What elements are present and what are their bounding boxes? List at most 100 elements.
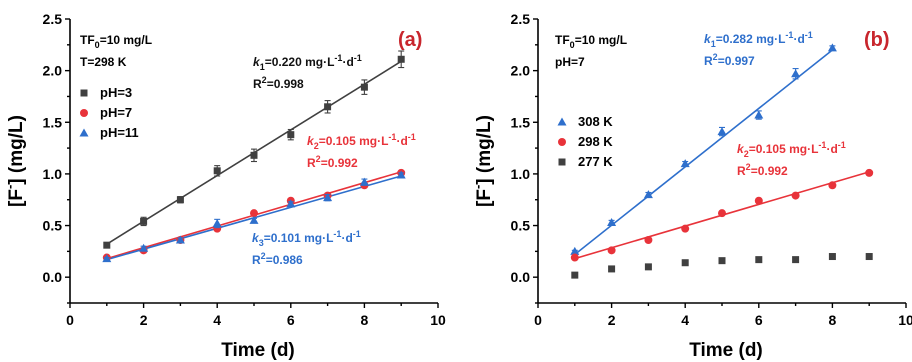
y-tick-label: 2.5	[511, 11, 531, 27]
data-point	[102, 254, 112, 263]
rate-constant-label-1: k2=0.105 mg·L-1·d-1	[737, 140, 846, 159]
data-point	[212, 218, 222, 227]
legend-marker-1	[80, 109, 88, 117]
data-point	[324, 103, 332, 111]
data-point	[213, 167, 221, 175]
panel-label: (a)	[398, 29, 422, 51]
data-point	[865, 253, 873, 261]
x-tick-label: 4	[213, 312, 221, 328]
legend-label-2: pH=11	[100, 125, 139, 140]
data-point	[607, 246, 616, 255]
data-point	[681, 224, 690, 233]
data-point	[250, 209, 258, 218]
data-point	[287, 131, 295, 139]
legend-label-1: pH=7	[100, 105, 132, 120]
x-tick-label: 0	[66, 312, 74, 328]
data-point	[396, 170, 406, 179]
data-point	[865, 168, 874, 177]
legend-label-0: 308 K	[578, 114, 613, 129]
r-squared-label-0: R2=0.997	[704, 52, 755, 68]
data-point	[828, 181, 837, 190]
chart-panel-a: 0 2 4 6 8 10 0.0 0.5 1.0 1.5 2.0 2.5 Time (d) [F-] (m…	[2, 11, 446, 361]
data-point	[791, 69, 801, 78]
y-tick-label: 0.5	[511, 218, 531, 234]
x-tick-label: 10	[430, 312, 446, 328]
legend-marker-1	[558, 138, 566, 146]
data-point	[718, 209, 726, 218]
x-tick-label: 8	[361, 312, 369, 328]
data-point	[754, 196, 763, 205]
data-point	[175, 235, 185, 244]
rate-constant-label-0: k1=0.282 mg·L-1·d-1	[704, 30, 813, 49]
legend-label-0: pH=3	[100, 85, 132, 100]
x-tick-label: 6	[287, 312, 295, 328]
x-tick-label: 6	[755, 312, 763, 328]
data-point	[607, 217, 617, 226]
y-tick-label: 0.0	[511, 269, 531, 285]
rate-constant-label-2: k3=0.101 mg·L-1·d-1	[252, 229, 361, 248]
data-point	[360, 83, 368, 91]
x-tick-label: 0	[534, 312, 542, 328]
x-axis-title: Time (d)	[689, 340, 763, 361]
data-point	[791, 191, 800, 200]
legend-marker-2	[79, 128, 89, 137]
x-tick-label: 2	[140, 312, 148, 328]
data-point	[680, 159, 690, 168]
x-tick-label: 8	[829, 312, 837, 328]
fit-line-0	[574, 49, 833, 256]
data-point	[644, 236, 653, 245]
r-squared-label-0: R2=0.998	[253, 75, 304, 91]
condition-text-1: pH=7	[555, 55, 585, 69]
data-point	[176, 196, 184, 204]
x-tick-label: 2	[608, 312, 616, 328]
chart-panel-b: 0 2 4 6 8 10 0.0 0.5 1.0 1.5 2.0 2.5 Time (d) [F-] (m…	[470, 11, 912, 361]
data-point	[103, 241, 111, 249]
y-tick-label: 1.5	[43, 114, 63, 130]
data-point	[249, 215, 259, 224]
y-tick-label: 0.5	[43, 218, 63, 234]
data-point	[140, 217, 148, 225]
data-point	[827, 43, 837, 52]
data-point	[139, 243, 149, 252]
legend-label-2: 277 K	[578, 154, 613, 169]
data-point	[323, 193, 333, 202]
y-tick-label: 2.0	[43, 63, 63, 79]
x-tick-label: 4	[681, 312, 689, 328]
y-tick-label: 2.0	[511, 63, 531, 79]
data-point	[754, 110, 764, 119]
data-point	[359, 177, 369, 186]
data-point	[681, 259, 689, 267]
data-point	[286, 199, 296, 208]
y-tick-label: 1.0	[43, 166, 63, 182]
r-squared-label-1: R2=0.992	[737, 162, 788, 178]
data-point	[755, 256, 763, 264]
data-point	[571, 271, 579, 279]
data-point	[608, 265, 616, 273]
data-point	[397, 55, 405, 63]
rate-constant-label-1: k2=0.105 mg·L-1·d-1	[307, 132, 416, 151]
y-tick-label: 1.0	[511, 166, 531, 182]
condition-text-0: TF0=10 mg/L	[555, 33, 627, 50]
r-squared-label-1: R2=0.992	[307, 154, 358, 170]
x-axis-title: Time (d)	[221, 340, 295, 361]
legend-label-1: 298 K	[578, 134, 613, 149]
y-tick-label: 2.5	[43, 11, 63, 27]
data-point	[718, 257, 726, 265]
y-axis-title: [F-] (mg/L)	[2, 115, 27, 207]
condition-text-1: T=298 K	[80, 55, 127, 69]
data-point	[643, 190, 653, 199]
rate-constant-label-0: k1=0.220 mg·L-1·d-1	[253, 53, 362, 72]
y-tick-label: 0.0	[43, 269, 63, 285]
y-tick-label: 1.5	[511, 114, 531, 130]
x-tick-label: 10	[898, 312, 912, 328]
data-point	[792, 256, 800, 264]
data-point	[570, 246, 580, 255]
legend-marker-0	[80, 89, 88, 97]
legend-marker-0	[557, 117, 567, 126]
data-point	[250, 151, 258, 159]
panel-label: (b)	[864, 29, 890, 51]
data-point	[828, 253, 836, 261]
data-point	[644, 263, 652, 271]
